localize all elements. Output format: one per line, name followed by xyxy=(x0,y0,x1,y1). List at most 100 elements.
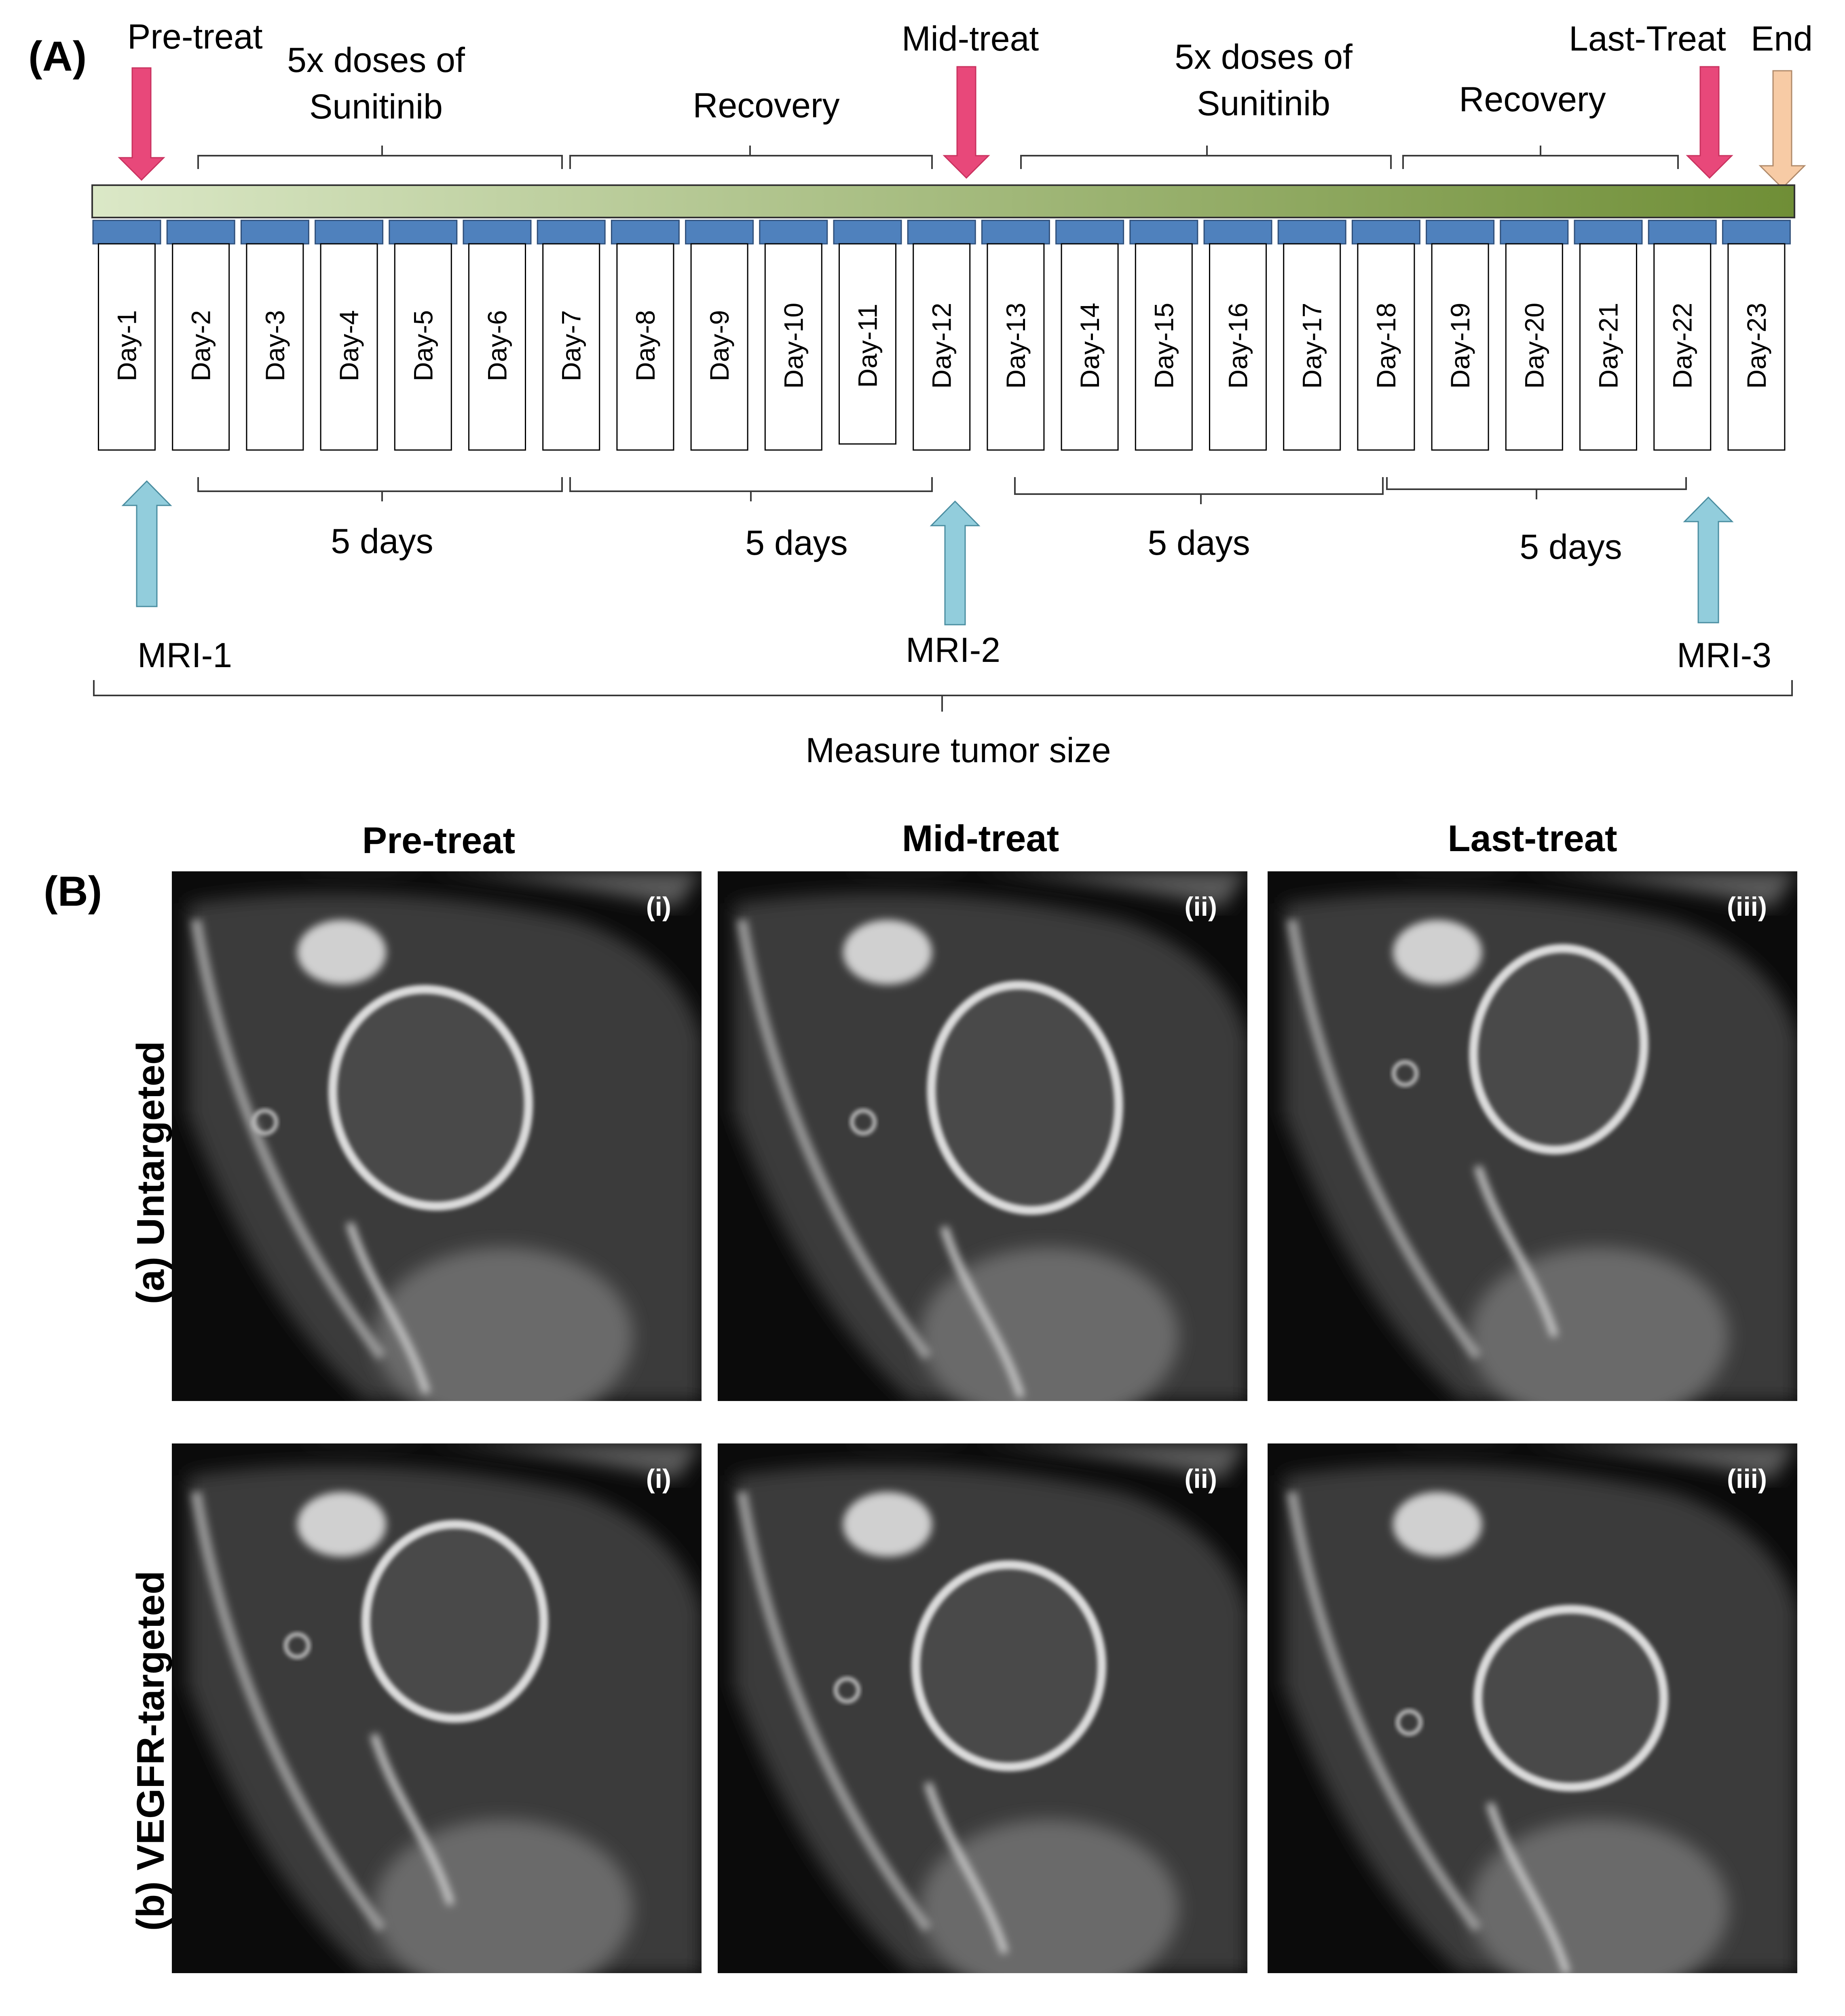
measure-label: Measure tumor size xyxy=(805,731,1111,770)
day-cap-3 xyxy=(240,220,309,245)
day-label-3: Day-3 xyxy=(260,310,290,381)
mid-treat-label: Mid-treat xyxy=(902,19,1039,58)
day-cap-8 xyxy=(611,220,680,245)
interval-1-label: 5 days xyxy=(331,522,433,561)
subpanel-label-untargeted-pre-treat: (i) xyxy=(646,892,671,921)
day-cap-15 xyxy=(1129,220,1198,245)
subpanel-label-vegfr-targeted-mid-treat: (ii) xyxy=(1184,1464,1217,1494)
mri-image-untargeted-last-treat: (iii) xyxy=(1268,871,1797,1401)
column-header-pre-treat: Pre-treat xyxy=(362,820,515,861)
day-box-12 xyxy=(913,243,971,451)
mri-image-untargeted-pre-treat: (i) xyxy=(172,871,702,1401)
day-label-23: Day-23 xyxy=(1741,303,1771,389)
day-cap-22 xyxy=(1648,220,1717,245)
row-header-untargeted: (a) Untargeted xyxy=(129,1041,172,1304)
day-label-13: Day-13 xyxy=(1001,303,1031,389)
day-label-22: Day-22 xyxy=(1667,303,1697,389)
day-cap-1 xyxy=(92,220,161,245)
panel-b-label: (B) xyxy=(44,868,102,915)
last-treat-label: Last-Treat xyxy=(1569,19,1726,58)
mri-2-arrow xyxy=(930,500,981,626)
day-box-5 xyxy=(394,243,452,451)
brace-recovery2 xyxy=(1402,146,1679,169)
brace-interval-2 xyxy=(569,477,933,501)
pre-treat-label: Pre-treat xyxy=(127,17,263,56)
mri-2-label: MRI-2 xyxy=(906,631,1000,670)
day-label-5: Day-5 xyxy=(408,310,438,381)
interval-4-label: 5 days xyxy=(1520,528,1622,566)
day-box-13 xyxy=(987,243,1045,451)
end-label: End xyxy=(1751,19,1813,58)
day-box-2 xyxy=(172,243,230,451)
subpanel-label-untargeted-last-treat: (iii) xyxy=(1727,892,1767,921)
day-box-7 xyxy=(542,243,600,451)
mri-image-vegfr-targeted-last-treat: (iii) xyxy=(1268,1443,1797,1973)
brace-measure xyxy=(93,680,1793,712)
day-box-1 xyxy=(98,243,156,451)
day-label-10: Day-10 xyxy=(778,303,808,389)
day-cap-9 xyxy=(685,220,754,245)
day-cap-17 xyxy=(1277,220,1346,245)
subpanel-label-vegfr-targeted-pre-treat: (i) xyxy=(646,1464,671,1494)
mri-1-label: MRI-1 xyxy=(137,636,232,675)
day-cap-7 xyxy=(537,220,606,245)
end-arrow xyxy=(1758,70,1806,189)
day-cap-11 xyxy=(833,220,902,245)
day-box-6 xyxy=(468,243,526,451)
day-cap-21 xyxy=(1574,220,1643,245)
brace-recovery1 xyxy=(569,146,933,169)
dose1-label-line2: Sunitinib xyxy=(309,87,443,126)
panel-a-label: (A) xyxy=(28,33,87,80)
day-label-19: Day-19 xyxy=(1445,303,1475,389)
day-box-23 xyxy=(1727,243,1786,451)
mri-image-grid: (i) (ii) (iii) (i) (ii) (iii) xyxy=(172,871,1797,1973)
subpanel-label-vegfr-targeted-last-treat: (iii) xyxy=(1727,1464,1767,1494)
day-box-22 xyxy=(1653,243,1712,451)
day-label-4: Day-4 xyxy=(334,310,364,381)
dose1-label-line1: 5x doses of xyxy=(287,41,465,80)
mri-image-untargeted-mid-treat: (ii) xyxy=(718,871,1247,1401)
day-box-14 xyxy=(1061,243,1119,451)
row-header-vegfr-targeted: (b) VEGFR-targeted xyxy=(129,1571,172,1931)
pre-treat-arrow xyxy=(118,67,165,181)
dose2-label-line1: 5x doses of xyxy=(1175,38,1353,76)
mri-image-vegfr-targeted-pre-treat: (i) xyxy=(172,1443,702,1973)
day-box-3 xyxy=(246,243,304,451)
day-cap-5 xyxy=(389,220,458,245)
day-label-6: Day-6 xyxy=(482,310,512,381)
interval-2-label: 5 days xyxy=(745,524,847,562)
subpanel-label-untargeted-mid-treat: (ii) xyxy=(1184,892,1217,921)
brace-interval-1 xyxy=(197,477,563,501)
column-header-last-treat: Last-treat xyxy=(1448,818,1617,859)
day-label-15: Day-15 xyxy=(1149,303,1179,389)
column-header-mid-treat: Mid-treat xyxy=(902,818,1059,859)
mri-image-vegfr-targeted-mid-treat: (ii) xyxy=(718,1443,1247,1973)
day-cap-16 xyxy=(1203,220,1272,245)
recovery2-label: Recovery xyxy=(1459,80,1606,119)
day-box-18 xyxy=(1357,243,1415,451)
mri-1-arrow xyxy=(121,480,172,607)
day-cap-19 xyxy=(1426,220,1495,245)
timeline-bar xyxy=(91,184,1795,218)
day-label-14: Day-14 xyxy=(1075,303,1105,389)
brace-dose1 xyxy=(197,146,563,169)
day-box-16 xyxy=(1209,243,1267,451)
day-cap-4 xyxy=(315,220,384,245)
day-cap-20 xyxy=(1500,220,1569,245)
dose2-label-line2: Sunitinib xyxy=(1197,84,1330,123)
day-label-8: Day-8 xyxy=(630,310,660,381)
day-box-17 xyxy=(1283,243,1341,451)
recovery1-label: Recovery xyxy=(693,86,839,125)
day-label-18: Day-18 xyxy=(1371,303,1401,389)
day-cap-18 xyxy=(1351,220,1420,245)
day-box-15 xyxy=(1135,243,1193,451)
day-label-11: Day-11 xyxy=(853,304,883,388)
day-label-21: Day-21 xyxy=(1594,303,1623,389)
day-label-12: Day-12 xyxy=(927,303,957,389)
day-label-16: Day-16 xyxy=(1223,303,1253,389)
brace-dose2 xyxy=(1020,146,1392,169)
day-box-4 xyxy=(320,243,378,451)
day-cap-2 xyxy=(166,220,235,245)
day-box-8 xyxy=(616,243,674,451)
